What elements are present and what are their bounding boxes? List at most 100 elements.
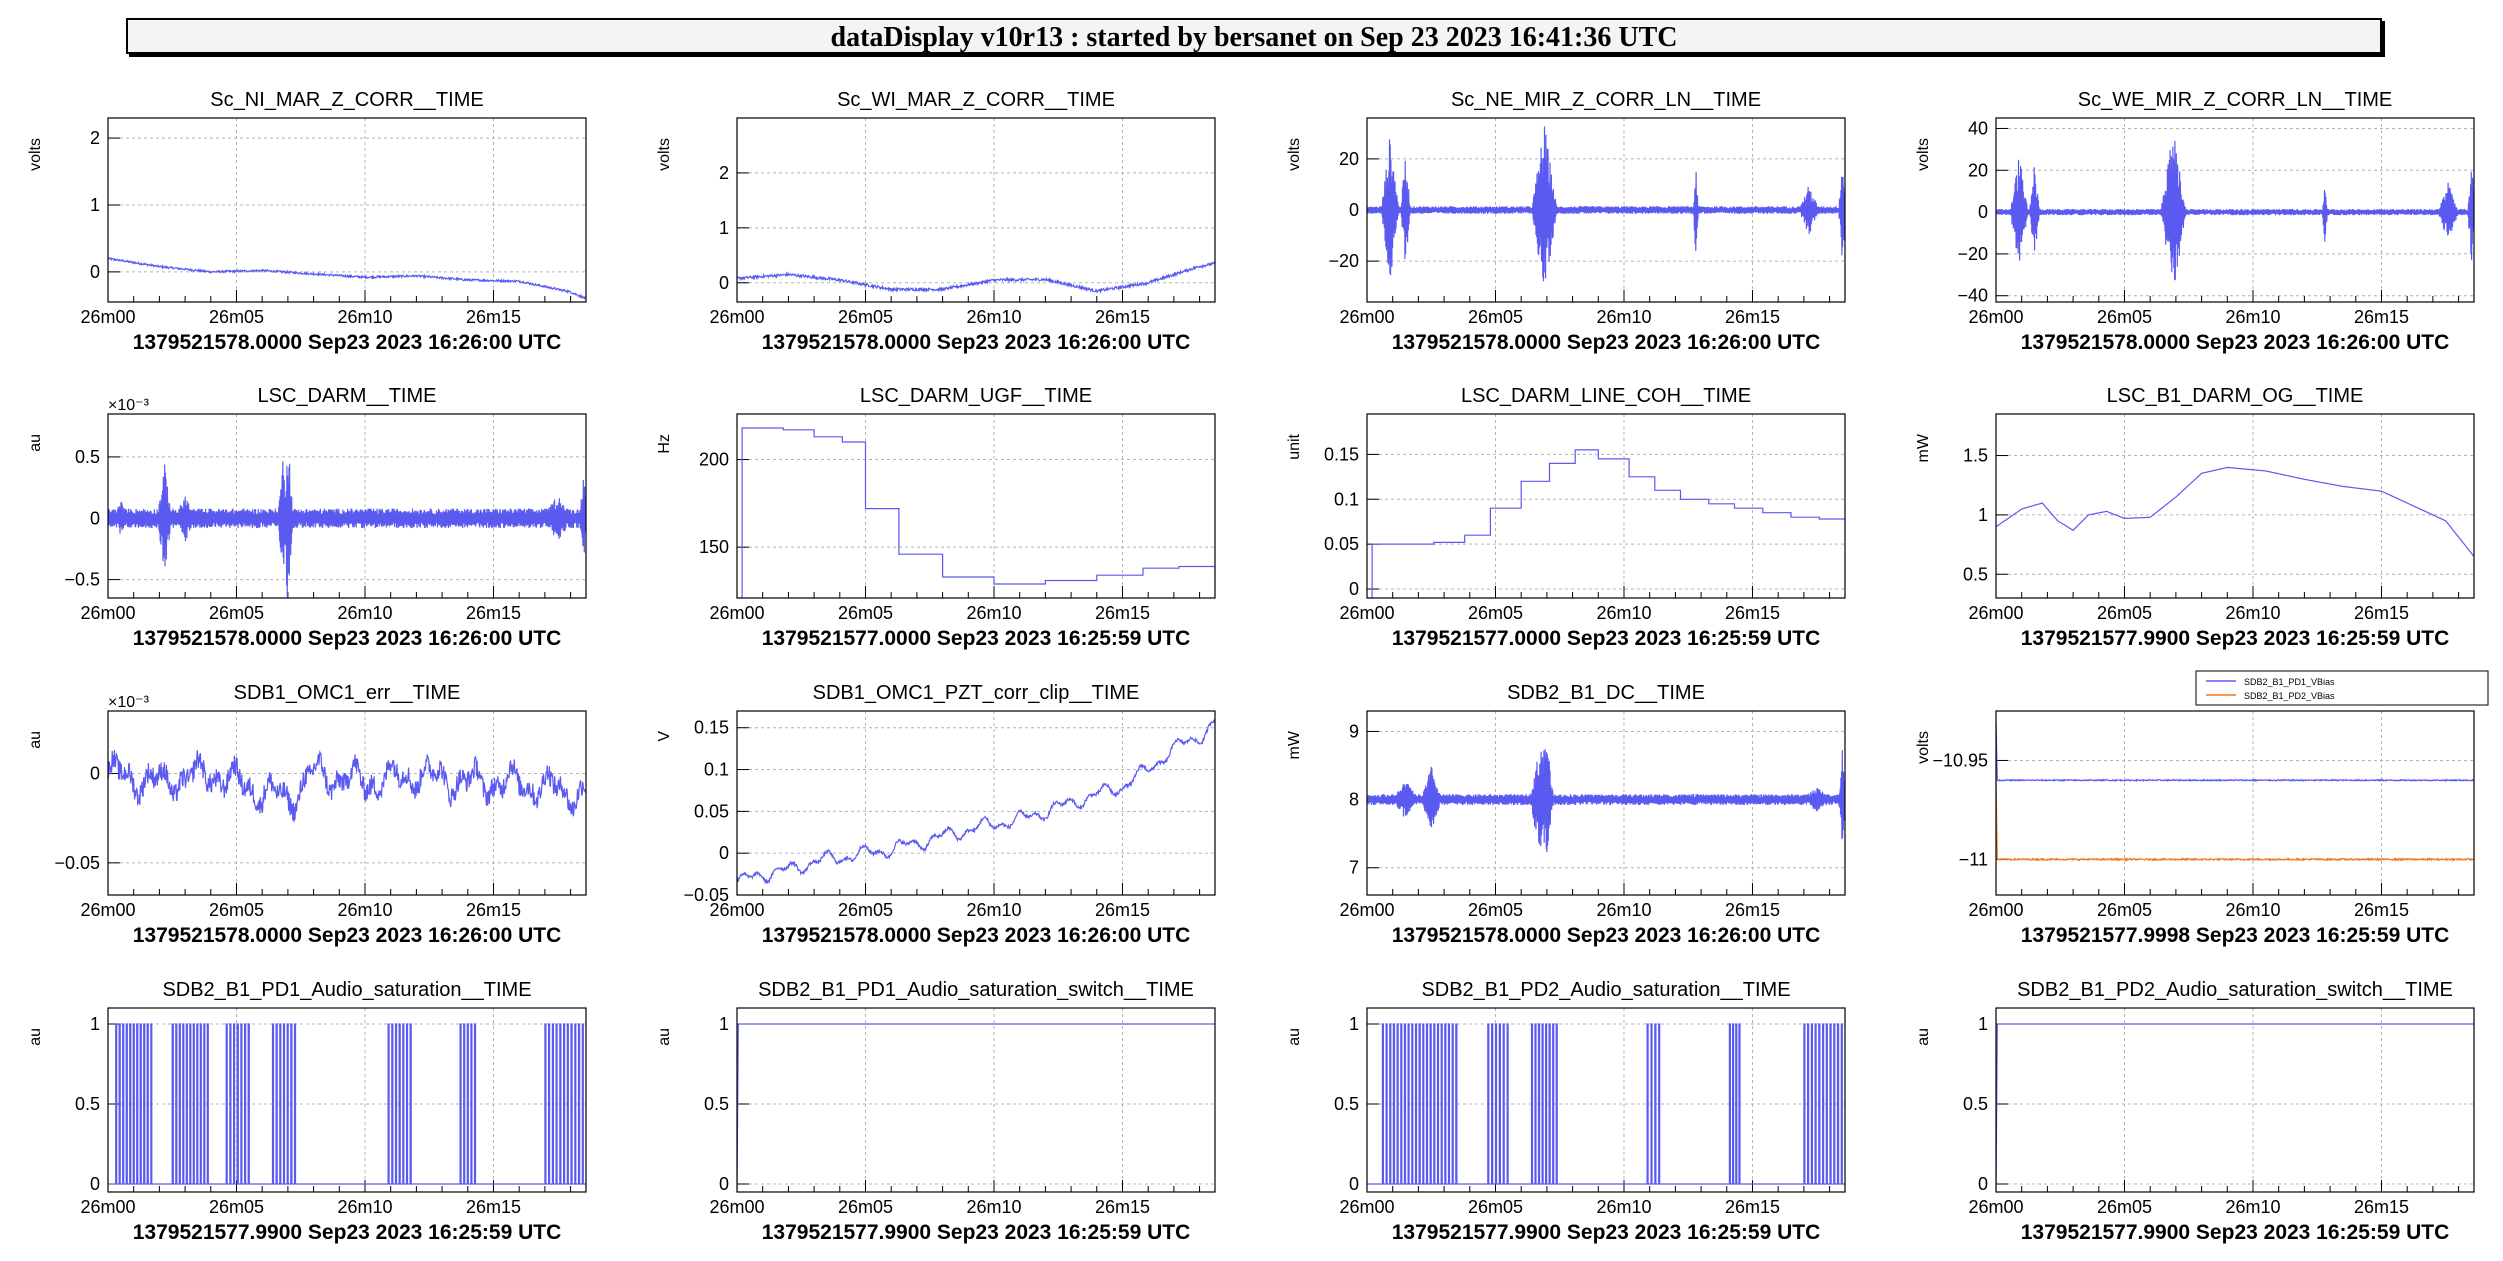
y-tick-label: 0 <box>1349 1174 1359 1194</box>
series-line <box>1367 126 1845 282</box>
x-tick-label: 26m05 <box>838 603 893 623</box>
y-tick-label: −20 <box>1328 251 1359 271</box>
chart-title: LSC_DARM_UGF__TIME <box>860 385 1092 407</box>
series-line <box>108 256 586 300</box>
time-footer: 1379521578.0000 Sep23 2023 16:26:00 UTC <box>762 331 1191 354</box>
y-tick-label: 1 <box>1978 1014 1988 1034</box>
time-footer: 1379521577.9900 Sep23 2023 16:25:59 UTC <box>762 1221 1191 1244</box>
chart-title: LSC_B1_DARM_OG__TIME <box>2107 385 2364 407</box>
legend-box <box>2195 670 2489 706</box>
x-tick-label: 26m00 <box>1339 900 1394 920</box>
plot-frame <box>736 1007 1216 1193</box>
x-tick-label: 26m10 <box>2225 900 2280 920</box>
y-multiplier: ×10⁻³ <box>108 397 150 414</box>
plot-frame <box>107 117 587 303</box>
x-tick-label: 26m15 <box>1095 900 1150 920</box>
y-axis-label: volts <box>656 138 673 171</box>
x-tick-label: 26m15 <box>466 900 521 920</box>
x-tick-label: 26m15 <box>1725 307 1780 327</box>
plot-area <box>1367 749 1845 853</box>
plot-area <box>1367 126 1845 282</box>
chart-title: SDB2_B1_PD1_Audio_saturation__TIME <box>162 979 531 1001</box>
plot-area <box>108 1023 586 1185</box>
x-tick-label: 26m05 <box>209 1197 264 1217</box>
chart-title: Sc_NE_MIR_Z_CORR_LN__TIME <box>1451 89 1761 111</box>
y-tick-label: 0 <box>719 843 729 863</box>
y-tick-label: 0 <box>90 1174 100 1194</box>
plot-area <box>1996 720 2474 862</box>
time-footer: 1379521577.9900 Sep23 2023 16:25:59 UTC <box>2021 1221 2450 1244</box>
time-footer: 1379521578.0000 Sep23 2023 16:26:00 UTC <box>762 924 1191 947</box>
x-tick-label: 26m10 <box>337 603 392 623</box>
x-tick-label: 26m15 <box>1095 603 1150 623</box>
y-tick-label: 0 <box>719 1174 729 1194</box>
y-multiplier: ×10⁻³ <box>108 694 150 711</box>
y-axis-label: au <box>1915 1028 1932 1046</box>
time-footer: 1379521577.9900 Sep23 2023 16:25:59 UTC <box>1392 1221 1821 1244</box>
x-tick-label: 26m15 <box>2354 603 2409 623</box>
y-axis-label: mW <box>1915 433 1932 462</box>
series-line <box>1996 720 2474 783</box>
x-tick-label: 26m05 <box>838 307 893 327</box>
plot-frame <box>736 117 1216 303</box>
chart-title: SDB2_B1_PD1_Audio_saturation_switch__TIM… <box>758 979 1194 1001</box>
y-tick-label: 0 <box>1349 200 1359 220</box>
x-tick-label: 26m00 <box>1339 307 1394 327</box>
series-line <box>1996 140 2474 281</box>
y-tick-label: 0 <box>90 508 100 528</box>
series-line <box>1367 749 1845 853</box>
x-tick-label: 26m15 <box>1725 1197 1780 1217</box>
x-tick-label: 26m10 <box>337 307 392 327</box>
x-tick-label: 26m15 <box>1725 900 1780 920</box>
x-tick-label: 26m15 <box>2354 1197 2409 1217</box>
x-tick-label: 26m10 <box>2225 603 2280 623</box>
grid-lines <box>1996 1008 2474 1192</box>
grid-lines <box>108 711 586 895</box>
y-tick-label: 1.5 <box>1963 446 1988 466</box>
series-line <box>737 427 1215 598</box>
series-line <box>737 261 1215 295</box>
y-tick-label: 40 <box>1968 118 1988 138</box>
series-line <box>108 749 586 822</box>
grid-lines <box>737 118 1215 302</box>
x-tick-label: 26m05 <box>2097 900 2152 920</box>
x-tick-label: 26m00 <box>1339 1197 1394 1217</box>
chart-title: Sc_WE_MIR_Z_CORR_LN__TIME <box>2078 89 2393 111</box>
plot-frame <box>1995 117 2475 303</box>
y-axis-label: au <box>656 1028 673 1046</box>
y-tick-label: −0.05 <box>683 885 729 905</box>
grid-lines <box>1996 711 2474 895</box>
y-tick-label: 0.05 <box>694 801 729 821</box>
chart-title: Sc_NI_MAR_Z_CORR__TIME <box>210 89 483 111</box>
y-tick-label: 0.1 <box>1334 489 1359 509</box>
plot-frame <box>1995 413 2475 599</box>
plot-area <box>1367 449 1845 598</box>
x-tick-label: 26m00 <box>1968 307 2023 327</box>
y-tick-label: 0.5 <box>1963 564 1988 584</box>
x-tick-label: 26m15 <box>2354 900 2409 920</box>
x-tick-label: 26m10 <box>1596 1197 1651 1217</box>
chart-panel: SDB1_OMC1_PZT_corr_clip__TIME V 26m00 26m05… <box>656 682 1216 947</box>
y-tick-label: 0.5 <box>704 1094 729 1114</box>
series-line <box>1367 449 1845 598</box>
y-tick-label: −0.5 <box>64 570 100 590</box>
legend-label: SDB2_B1_PD1_VBias <box>2244 677 2335 687</box>
y-tick-label: 0.15 <box>694 718 729 738</box>
plot-area <box>737 718 1215 885</box>
y-tick-label: 150 <box>699 537 729 557</box>
x-tick-label: 26m10 <box>966 307 1021 327</box>
y-tick-label: 0.5 <box>1963 1094 1988 1114</box>
x-tick-label: 26m15 <box>466 1197 521 1217</box>
y-axis-label: au <box>27 434 44 452</box>
chart-panel: LSC_DARM_UGF__TIME Hz 26m00 26m05 26m10 26m15… <box>656 385 1216 650</box>
x-tick-label: 26m10 <box>966 900 1021 920</box>
x-tick-label: 26m00 <box>1968 1197 2023 1217</box>
x-tick-label: 26m05 <box>838 900 893 920</box>
x-tick-label: 26m05 <box>1468 307 1523 327</box>
y-tick-label: 7 <box>1349 858 1359 878</box>
x-tick-label: 26m15 <box>466 603 521 623</box>
